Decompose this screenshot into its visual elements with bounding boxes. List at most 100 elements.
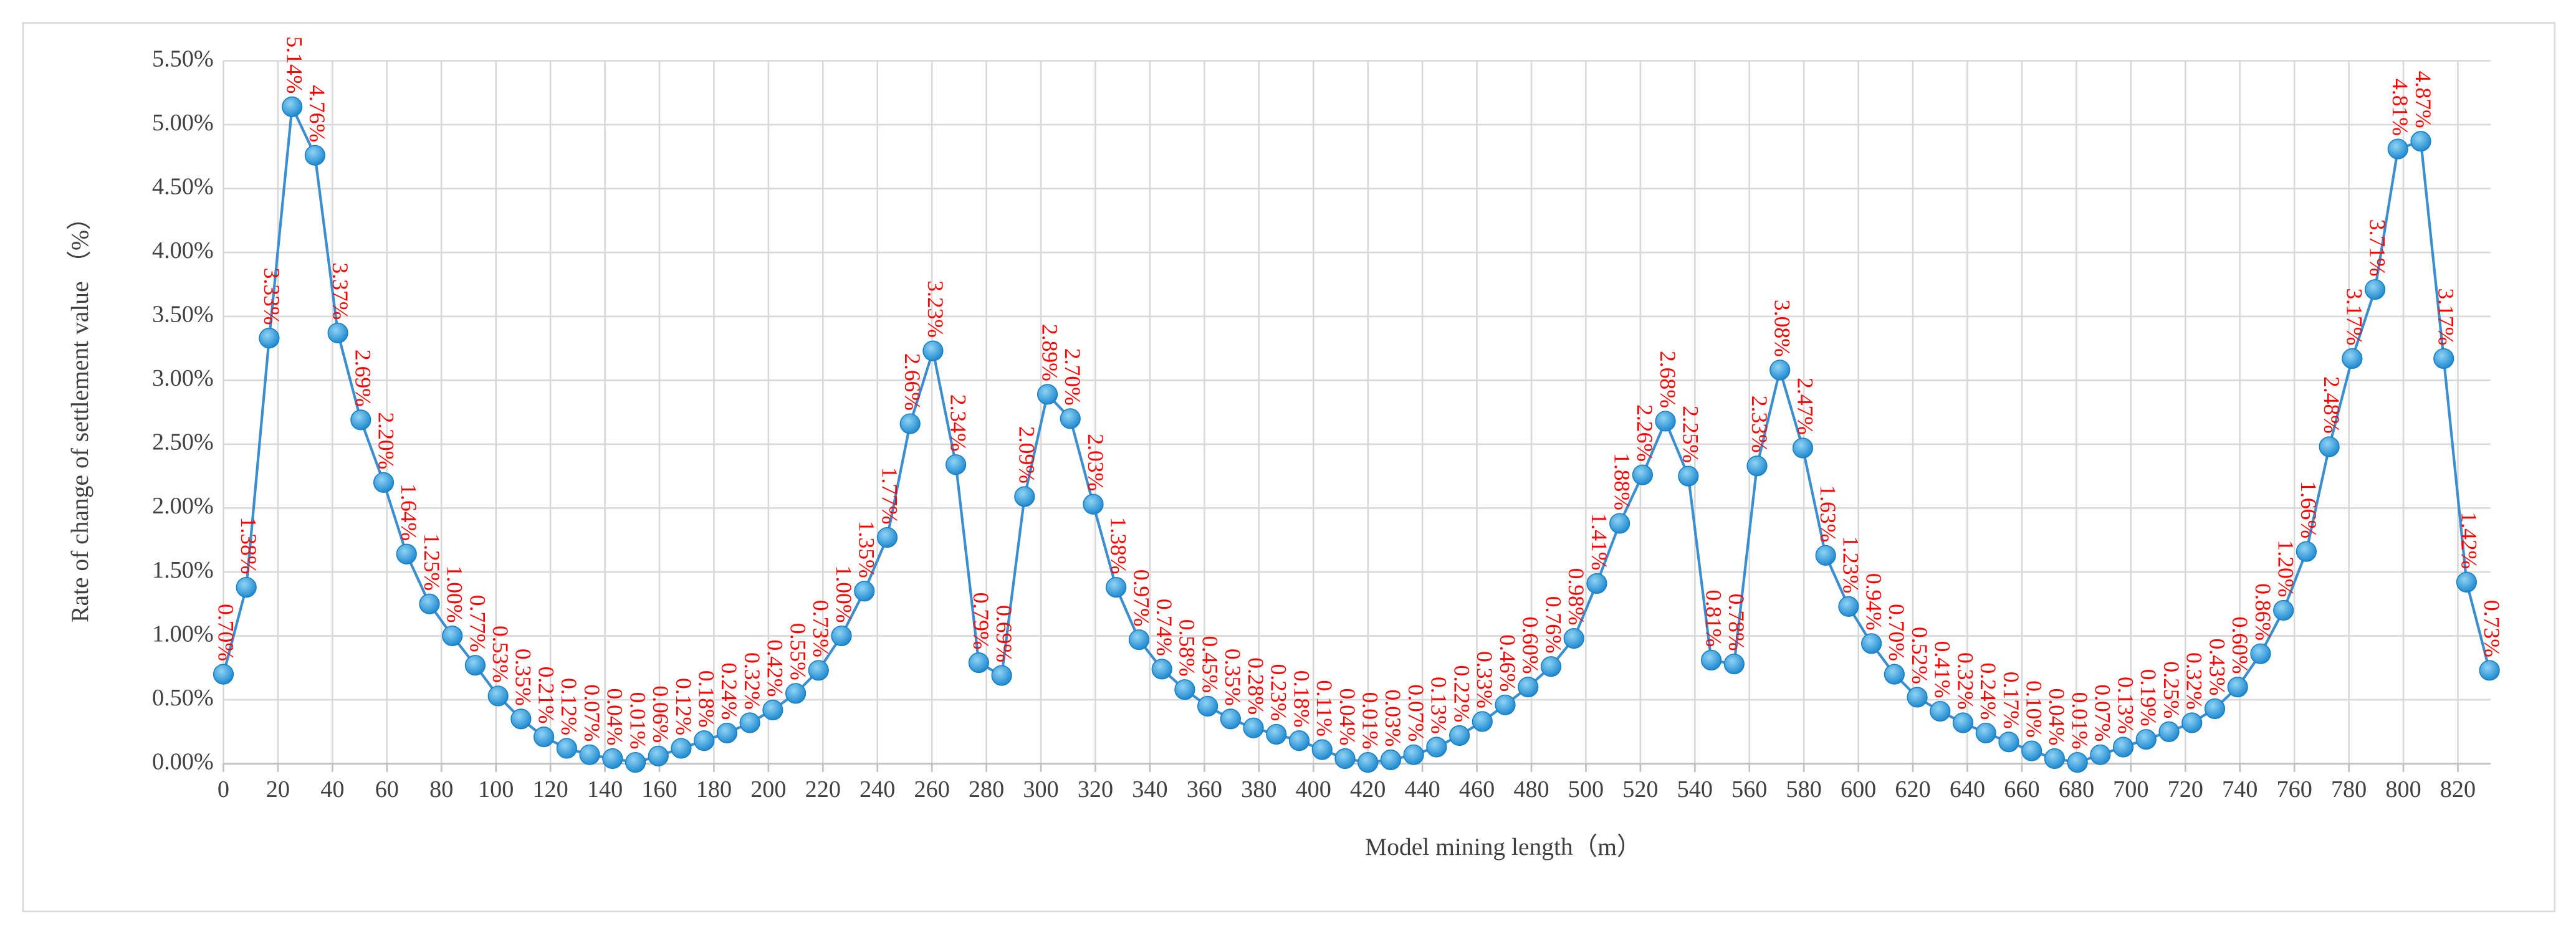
data-label: 0.52% bbox=[1907, 627, 1932, 684]
x-tick-label: 300 bbox=[1023, 776, 1058, 803]
data-label: 0.28% bbox=[1243, 657, 1268, 715]
data-label: 1.64% bbox=[396, 484, 421, 541]
data-point bbox=[671, 738, 692, 759]
ticks: 0.00% 0.50% 1.00% 1.50% 2.00% 2.50% 3.00% 3.50%… bbox=[152, 45, 2491, 803]
data-point bbox=[1700, 649, 1722, 671]
x-tick-label: 740 bbox=[2222, 776, 2258, 803]
y-tick-label: 0.50% bbox=[152, 685, 214, 711]
data-point bbox=[1975, 722, 1996, 744]
data-label: 0.12% bbox=[557, 678, 582, 735]
x-tick-label: 360 bbox=[1187, 776, 1222, 803]
data-label: 0.03% bbox=[1381, 690, 1405, 747]
data-label: 4.87% bbox=[2411, 71, 2436, 128]
data-point bbox=[1426, 736, 1447, 758]
x-tick-label: 0 bbox=[218, 776, 229, 803]
data-label: 0.77% bbox=[465, 595, 490, 652]
data-point bbox=[2158, 721, 2180, 742]
x-tick-label: 40 bbox=[320, 776, 344, 803]
data-label: 3.08% bbox=[1770, 300, 1795, 357]
data-point bbox=[396, 543, 417, 565]
data-point bbox=[991, 665, 1012, 686]
y-tick-label: 3.50% bbox=[152, 302, 214, 328]
data-point bbox=[2410, 131, 2431, 152]
x-tick-label: 80 bbox=[429, 776, 453, 803]
x-tick-label: 600 bbox=[1841, 776, 1876, 803]
data-label: 0.55% bbox=[785, 623, 810, 680]
data-label: 0.18% bbox=[694, 670, 719, 728]
data-point bbox=[1540, 656, 1562, 677]
data-point bbox=[510, 708, 532, 730]
data-point bbox=[1311, 739, 1333, 760]
data-point bbox=[2090, 744, 2111, 765]
data-point bbox=[1380, 749, 1402, 771]
data-label: 2.70% bbox=[1060, 348, 1085, 406]
data-label: 3.71% bbox=[2365, 219, 2390, 277]
data-point bbox=[419, 593, 440, 614]
data-point bbox=[808, 660, 829, 681]
data-point bbox=[1174, 679, 1195, 700]
data-label: 2.33% bbox=[1747, 396, 1772, 453]
data-label: 0.23% bbox=[1266, 664, 1291, 721]
data-point bbox=[899, 413, 921, 434]
data-point bbox=[716, 722, 738, 744]
data-point bbox=[1060, 408, 1081, 429]
data-point bbox=[831, 625, 852, 647]
data-point bbox=[2433, 348, 2454, 369]
x-tick-label: 180 bbox=[696, 776, 732, 803]
y-tick-label: 1.00% bbox=[152, 621, 214, 647]
data-label: 1.38% bbox=[236, 517, 261, 574]
data-point bbox=[2112, 736, 2134, 758]
data-point bbox=[922, 340, 944, 361]
y-tick-label: 2.50% bbox=[152, 429, 214, 455]
data-point bbox=[2021, 740, 2042, 761]
data-label: 1.41% bbox=[1587, 513, 1612, 570]
data-point bbox=[1907, 687, 1928, 708]
data-label: 3.23% bbox=[923, 280, 948, 338]
x-tick-label: 200 bbox=[750, 776, 786, 803]
data-point bbox=[1815, 545, 1836, 566]
data-label: 2.20% bbox=[373, 412, 398, 469]
data-label: 0.07% bbox=[2090, 684, 2115, 741]
data-label: 1.25% bbox=[419, 533, 444, 591]
data-label: 2.09% bbox=[1015, 426, 1040, 484]
data-label: 1.42% bbox=[2456, 512, 2481, 569]
data-point bbox=[1838, 596, 1859, 617]
data-label: 0.41% bbox=[1930, 641, 1955, 698]
data-label: 1.88% bbox=[1609, 453, 1634, 510]
x-tick-label: 60 bbox=[375, 776, 399, 803]
data-label: 2.25% bbox=[1678, 406, 1703, 463]
data-label: 0.79% bbox=[969, 593, 994, 650]
data-point bbox=[1403, 744, 1424, 765]
data-label: 0.73% bbox=[808, 600, 833, 657]
data-point bbox=[2364, 279, 2386, 300]
data-label: 0.32% bbox=[1953, 652, 1978, 710]
data-point bbox=[2227, 676, 2248, 698]
data-label: 0.60% bbox=[2228, 617, 2253, 674]
x-tick-label: 280 bbox=[969, 776, 1004, 803]
data-point bbox=[1792, 437, 1814, 459]
data-point bbox=[1655, 411, 1676, 432]
data-point bbox=[1518, 676, 1539, 698]
data-label: 1.23% bbox=[1839, 536, 1864, 593]
data-label: 0.13% bbox=[1427, 677, 1452, 734]
y-tick-label: 0.00% bbox=[152, 748, 214, 774]
plot bbox=[213, 96, 2500, 773]
data-label: 0.04% bbox=[603, 688, 628, 745]
series-line bbox=[222, 102, 2491, 764]
data-point bbox=[213, 664, 234, 685]
data-point bbox=[1106, 576, 1127, 598]
data-label: 3.33% bbox=[259, 268, 284, 325]
data-label: 2.69% bbox=[351, 350, 376, 407]
x-tick-label: 160 bbox=[641, 776, 677, 803]
data-point bbox=[1769, 360, 1791, 381]
data-point bbox=[2181, 712, 2203, 733]
data-point bbox=[1448, 725, 1470, 746]
data-label: 0.22% bbox=[1449, 665, 1474, 723]
data-label: 2.47% bbox=[1793, 378, 1817, 435]
data-label: 2.89% bbox=[1037, 324, 1062, 381]
x-tick-label: 520 bbox=[1622, 776, 1658, 803]
data-label: 1.20% bbox=[2273, 540, 2298, 598]
x-tick-label: 100 bbox=[478, 776, 514, 803]
x-tick-label: 820 bbox=[2440, 776, 2476, 803]
x-tick-label: 620 bbox=[1895, 776, 1930, 803]
